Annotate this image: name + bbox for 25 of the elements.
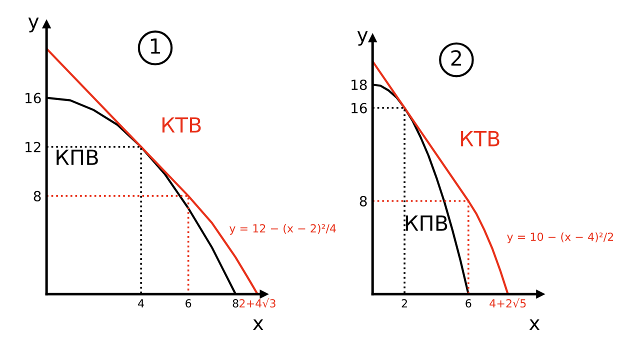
text: 1 [150, 38, 160, 54]
annotation: y = 10 − (x − 4)²/2 [507, 232, 614, 244]
y-tick-label: 16 [352, 102, 367, 114]
x-tick-label: 2 [402, 299, 407, 308]
x-axis-title: x [252, 319, 264, 330]
y-axis-title: y [357, 31, 368, 46]
x-tick-label: 2+4√3 [240, 298, 276, 308]
y-tick-label: 8 [360, 196, 367, 206]
x-tick-label: 8 [232, 299, 238, 308]
x-tick-label: 4+2√5 [490, 298, 526, 308]
x-tick-label: 6 [186, 299, 192, 308]
y-axis-title: y [28, 18, 39, 32]
annotation: КПВ [56, 150, 98, 165]
x-tick-label: 4 [138, 299, 144, 308]
y-tick-label: 18 [352, 80, 367, 90]
y-tick-label: 8 [34, 190, 41, 202]
y-tick-label: 16 [26, 92, 41, 104]
annotation: КТВ [461, 131, 500, 146]
y-tick-label: 12 [26, 142, 40, 152]
annotation: КПВ [406, 216, 448, 231]
annotation: y = 12 − (x − 2)²/4 [229, 224, 336, 235]
chart-title: 2 [451, 50, 461, 66]
x-axis-title: x [529, 319, 540, 330]
annotation: КТВ [162, 117, 201, 133]
x-tick-label: 6 [466, 299, 472, 308]
